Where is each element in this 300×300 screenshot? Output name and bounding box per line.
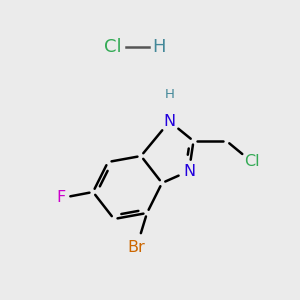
Text: N: N bbox=[183, 164, 195, 178]
Text: Cl: Cl bbox=[244, 154, 260, 169]
Text: H: H bbox=[165, 88, 174, 101]
Text: N: N bbox=[164, 114, 175, 129]
Text: F: F bbox=[57, 190, 66, 206]
Text: H: H bbox=[152, 38, 166, 56]
Text: Cl: Cl bbox=[104, 38, 121, 56]
Text: Br: Br bbox=[128, 240, 146, 255]
